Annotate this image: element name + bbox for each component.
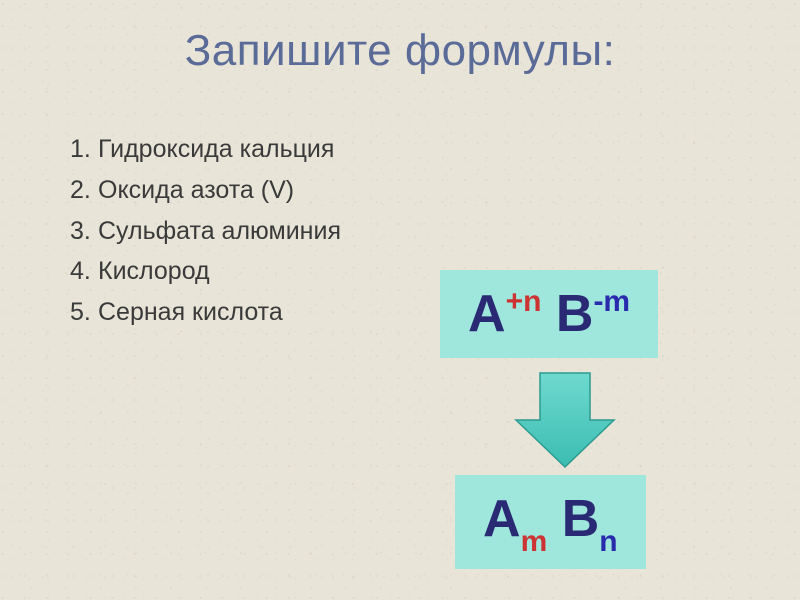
list-item: 3.Сульфата алюминия — [70, 212, 341, 251]
down-arrow-icon — [510, 365, 620, 475]
list-num: 1. — [70, 130, 98, 169]
formula-generic-box: А+n В-m — [440, 270, 658, 358]
exponent-a: +n — [506, 285, 542, 318]
list-num: 3. — [70, 212, 98, 251]
list-text: Кислород — [98, 257, 210, 285]
list-num: 5. — [70, 293, 98, 332]
list-item: 1.Гидроксида кальция — [70, 130, 341, 169]
list-text: Оксида азота (V) — [98, 176, 294, 204]
list-item: 2.Оксида азота (V) — [70, 171, 341, 210]
symbol-a: А — [483, 490, 521, 548]
list-num: 4. — [70, 252, 98, 291]
symbol-a: А — [468, 285, 506, 343]
exponent-b: -m — [593, 285, 630, 318]
formula-result-box: Аm Вn — [455, 475, 646, 569]
list-num: 2. — [70, 171, 98, 210]
list-item: 5.Серная кислота — [70, 293, 341, 332]
list-text: Сульфата алюминия — [98, 217, 341, 245]
formula-list: 1.Гидроксида кальция 2.Оксида азота (V) … — [70, 130, 341, 334]
page-title: Запишите формулы: — [0, 26, 800, 76]
symbol-b: В — [562, 490, 600, 548]
subscript-b: n — [599, 525, 617, 558]
list-text: Гидроксида кальция — [98, 135, 334, 163]
list-text: Серная кислота — [98, 298, 283, 326]
subscript-a: m — [521, 525, 548, 558]
list-item: 4.Кислород — [70, 252, 341, 291]
symbol-b: В — [556, 285, 594, 343]
